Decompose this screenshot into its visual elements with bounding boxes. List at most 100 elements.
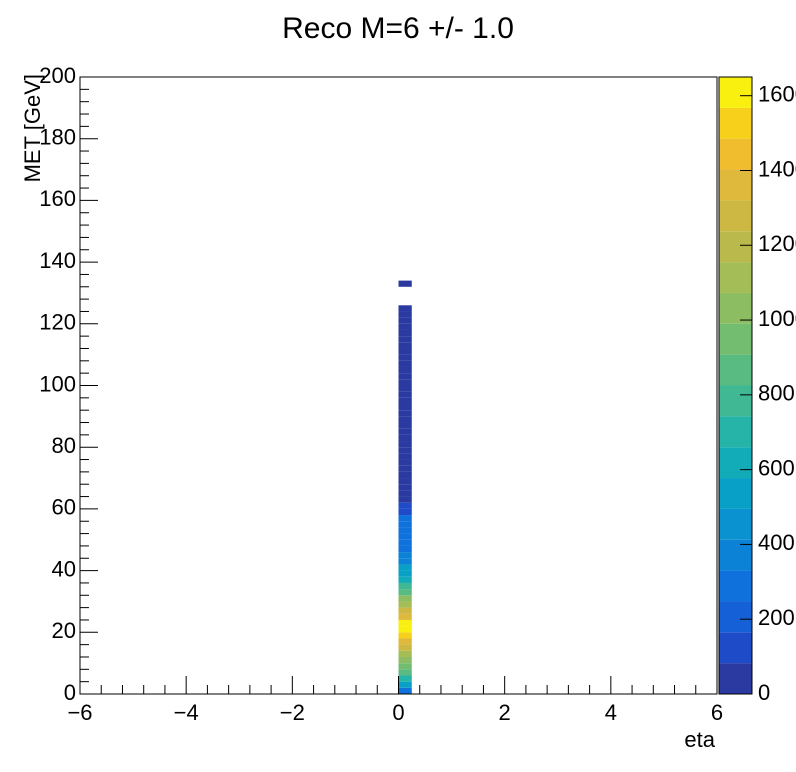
cell [398, 582, 412, 590]
cell [398, 329, 412, 337]
cell [398, 675, 412, 682]
y-tick-label: 60 [52, 495, 76, 520]
colorbar-band [719, 107, 752, 139]
x-tick-label: −2 [280, 700, 305, 725]
cell [398, 379, 412, 386]
cell [398, 391, 412, 398]
cell [398, 397, 412, 405]
cell [398, 570, 412, 577]
cell [398, 373, 412, 380]
cell [398, 385, 412, 392]
cell [398, 404, 412, 411]
chart-title: Reco M=6 +/- 1.0 [282, 12, 514, 45]
y-tick-label: 40 [52, 556, 76, 581]
cell [398, 360, 412, 367]
cell [398, 613, 412, 620]
cell [398, 280, 412, 287]
colorbar-band [719, 323, 752, 355]
colorbar-band [719, 601, 752, 633]
colorbar-band [719, 169, 752, 201]
cell [398, 447, 412, 454]
cell [398, 632, 412, 639]
colorbar-band [719, 138, 752, 170]
cell [398, 607, 412, 614]
cell [398, 311, 412, 318]
cell [398, 539, 412, 546]
colorbar-band [719, 478, 752, 509]
cell [398, 533, 412, 540]
cell [398, 576, 412, 583]
cell [398, 478, 412, 485]
cell [398, 626, 412, 633]
colorbar-band [719, 508, 752, 540]
cell [398, 428, 412, 435]
cell [398, 348, 412, 355]
cell [398, 471, 412, 479]
cell [398, 663, 412, 670]
y-tick-label: 100 [39, 371, 76, 396]
x-tick-label: −4 [174, 700, 199, 725]
z-tick-label: 1200 [758, 231, 796, 256]
colorbar-band [719, 77, 752, 108]
y-axis-label: MET [GeV] [20, 74, 45, 182]
cell [398, 410, 412, 417]
cell [398, 650, 412, 657]
cell [398, 317, 412, 324]
cell [398, 459, 412, 466]
cell [398, 496, 412, 503]
y-tick-label: 120 [39, 310, 76, 335]
z-tick-label: 600 [758, 455, 795, 480]
cell [398, 527, 412, 534]
cell [399, 287, 412, 293]
cell [398, 305, 412, 312]
x-tick-label: 2 [499, 700, 511, 725]
cell [398, 515, 412, 522]
cell [398, 508, 412, 516]
cell [398, 490, 412, 497]
colorbar-band [719, 200, 752, 232]
cell [398, 687, 412, 694]
y-tick-label: 160 [39, 186, 76, 211]
colorbar-band [719, 416, 752, 448]
y-tick-label: 80 [52, 433, 76, 458]
cell [398, 552, 412, 559]
cell [398, 354, 412, 361]
z-tick-label: 1400 [758, 156, 796, 181]
cell [398, 453, 412, 460]
cell [398, 656, 412, 664]
cell [398, 465, 412, 472]
x-tick-label: −6 [67, 700, 92, 725]
colorbar-band [719, 385, 752, 417]
cell [398, 681, 412, 688]
x-tick-label: 4 [605, 700, 617, 725]
colorbar-band [719, 447, 752, 479]
cell [398, 564, 412, 571]
colorbar-band [719, 632, 752, 664]
z-tick-label: 800 [758, 381, 795, 406]
cell [398, 644, 412, 651]
cell [398, 589, 412, 596]
colorbar-band [719, 231, 752, 263]
z-tick-label: 0 [758, 680, 770, 705]
colorbar-band [719, 292, 752, 324]
colorbar-band [719, 354, 752, 386]
y-tick-label: 180 [39, 125, 76, 150]
cell [399, 299, 412, 305]
cell [398, 502, 412, 509]
cell [398, 484, 412, 491]
cell [398, 619, 412, 627]
cell [398, 434, 412, 442]
cell [398, 601, 412, 608]
z-tick-label: 200 [758, 605, 795, 630]
y-tick-label: 200 [39, 63, 76, 88]
x-axis-label: eta [684, 727, 715, 752]
cell [398, 521, 412, 528]
cell [398, 441, 412, 448]
colorbar-band [719, 570, 752, 602]
cell [398, 558, 412, 565]
cell [399, 293, 412, 299]
cell [398, 422, 412, 429]
x-tick-label: 6 [711, 700, 723, 725]
cell [398, 323, 412, 330]
